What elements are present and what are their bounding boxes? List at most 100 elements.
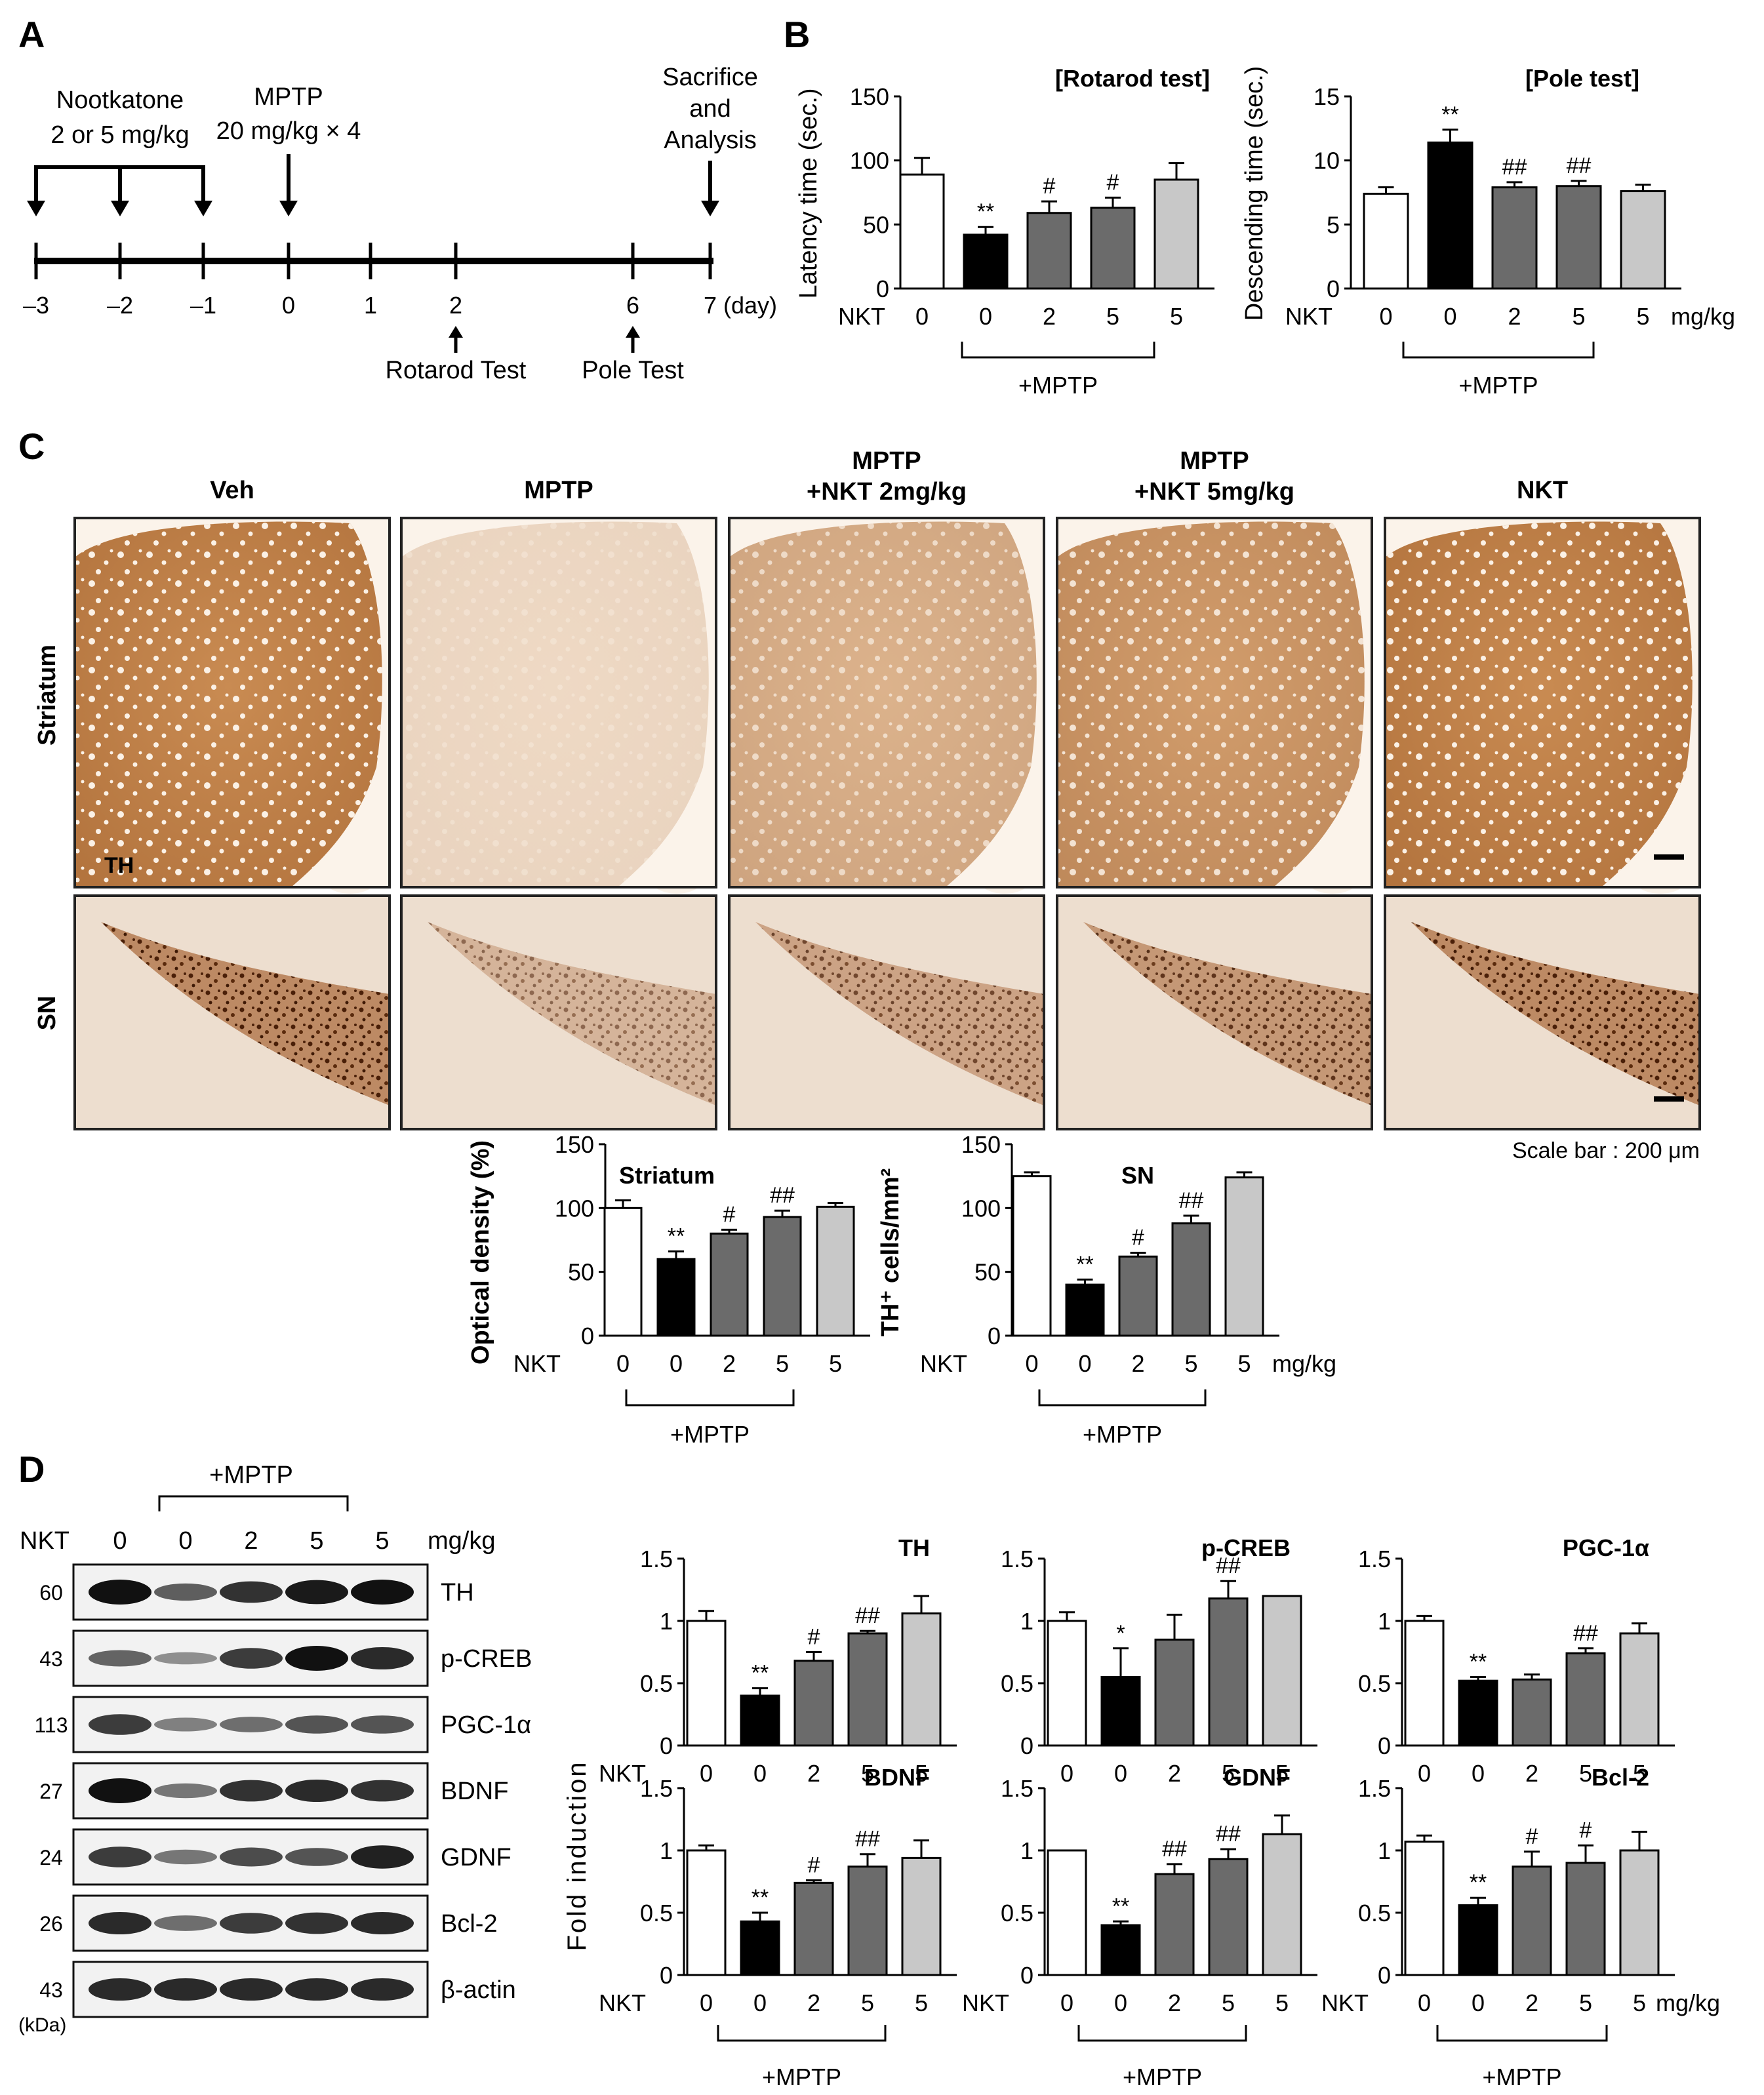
kda-marker: 43 [39, 1647, 63, 1671]
fold-induction-axis-label: Fold induction [563, 1760, 591, 1951]
striatum-vessels [75, 521, 382, 887]
y-tick-label: 1.5 [1001, 1546, 1033, 1572]
mptp-group-label: +MPTP [670, 1421, 750, 1448]
bar [1154, 1873, 1195, 1976]
panel-letter-a: A [18, 14, 45, 55]
nkt-label: NKT [1321, 1989, 1369, 2016]
chart-gdnf: 0 0.5 1 1.5 GDNF 0 ** 0 ## 2 ## 5 5 NKT +MPTP [962, 1764, 1317, 2090]
column-header: NKT [1517, 477, 1568, 504]
y-tick-label: 1 [1378, 1837, 1391, 1864]
x-tick-label: 2 [1168, 1989, 1181, 2016]
treatment2-line2: 20 mg/kg × 4 [216, 117, 361, 145]
nkt-label: NKT [920, 1350, 967, 1377]
treatment1-line1: Nootkatone [56, 87, 184, 114]
x-tick-label: 0 [1114, 1989, 1127, 2016]
y-axis-label: Descending time (sec.) [1241, 66, 1268, 321]
mptp-group-label: +MPTP [1482, 2064, 1561, 2090]
timeline-tick-label: 2 [449, 292, 462, 319]
mptp-bracket [1038, 1389, 1207, 1407]
x-tick-label: 0 [1418, 1760, 1431, 1787]
mptp-bracket [625, 1389, 795, 1407]
y-tick-label: 1 [660, 1837, 673, 1864]
bar [1458, 1904, 1498, 1976]
row-label-striatum: Striatum [33, 645, 61, 746]
blot-band [351, 1911, 414, 1935]
nkt-label: NKT [20, 1527, 70, 1555]
lane-label: 0 [113, 1527, 127, 1555]
y-tick-label: 0.5 [1358, 1900, 1391, 1926]
x-tick-label: 0 [616, 1350, 630, 1377]
y-tick-label: 1 [660, 1608, 673, 1635]
bar [1458, 1679, 1498, 1747]
lane-label: 5 [310, 1527, 323, 1555]
endpoint-line3: Analysis [664, 127, 757, 154]
test2-label: Pole Test [582, 357, 684, 384]
panel-letter-b: B [784, 14, 810, 55]
x-tick-label: 5 [1237, 1350, 1251, 1377]
y-tick-label: 1.5 [1358, 1775, 1391, 1802]
timeline-tick-label: –1 [190, 292, 216, 319]
column-header: Veh [210, 477, 254, 504]
protein-label: β-actin [441, 1976, 516, 2004]
blot-band [154, 1652, 217, 1665]
x-tick-label: 0 [1025, 1350, 1038, 1377]
y-tick-label: 150 [850, 83, 889, 110]
y-tick-label: 1 [1020, 1608, 1033, 1635]
bar [847, 1866, 888, 1976]
chart-title: Bcl-2 [1592, 1764, 1649, 1791]
bar [847, 1632, 888, 1747]
striatum-vessels [401, 521, 709, 887]
panel-letter-d: D [18, 1448, 45, 1490]
blot-band [285, 1580, 348, 1605]
x-tick-label: 5 [1572, 303, 1585, 330]
x-tick-label: 5 [1222, 1989, 1235, 2016]
sn-image-frame [728, 894, 1045, 1130]
down-arrow-head [279, 201, 298, 216]
y-tick-label: 50 [974, 1259, 1001, 1286]
bar [1363, 192, 1409, 290]
chart-title: [Rotarod test] [1055, 65, 1210, 92]
histology-panel: Veh TH MPTP MPTP +NKT 2mg/kg MPTP +NKT 5mg/kg N… [33, 447, 1701, 1130]
blot-band [220, 1847, 283, 1867]
bar [1100, 1676, 1141, 1747]
significance-marker: # [808, 1625, 820, 1650]
bar [763, 1216, 802, 1337]
mptp-bracket [1077, 2025, 1247, 2042]
significance-marker: * [1116, 1621, 1125, 1646]
protein-label: Bcl-2 [441, 1910, 498, 1938]
endpoint-line2: and [689, 95, 731, 123]
panel-letter-c: C [18, 426, 45, 467]
lane-label: 0 [178, 1527, 192, 1555]
striatum-scale-bar [1654, 854, 1684, 860]
x-tick-label: 2 [1525, 1760, 1538, 1787]
x-tick-label: 0 [1114, 1760, 1127, 1787]
y-tick-label: 0 [1020, 1962, 1033, 1989]
x-tick-label: 2 [807, 1989, 820, 2016]
timeline-tick-label: 7 [704, 292, 717, 319]
mptp-group-label: +MPTP [1018, 372, 1098, 399]
striatum-ventricle [1631, 854, 1690, 894]
x-tick-label: 5 [829, 1350, 842, 1377]
bar [1620, 190, 1666, 290]
x-tick-label: 0 [1418, 1989, 1431, 2016]
kda-marker: 27 [39, 1780, 63, 1803]
timeline-arrows [27, 154, 719, 353]
row-label-sn: SN [33, 996, 61, 1031]
x-tick-label: 2 [723, 1350, 736, 1377]
unit-label: mg/kg [1671, 303, 1735, 330]
striatum-image-frame [1384, 517, 1701, 888]
bar [686, 1620, 727, 1747]
blot-band [285, 1912, 348, 1934]
bar [1047, 1849, 1087, 1976]
significance-marker: ## [1162, 1837, 1187, 1862]
significance-marker: ** [1441, 102, 1458, 127]
blot-band [351, 1845, 414, 1869]
nkt-label: NKT [599, 1760, 646, 1787]
mptp-group-label: +MPTP [1083, 1421, 1162, 1448]
blot-band [220, 1717, 283, 1732]
x-tick-label: 5 [1184, 1350, 1197, 1377]
x-tick-label: 5 [1170, 303, 1183, 330]
blot-band [89, 1714, 151, 1735]
